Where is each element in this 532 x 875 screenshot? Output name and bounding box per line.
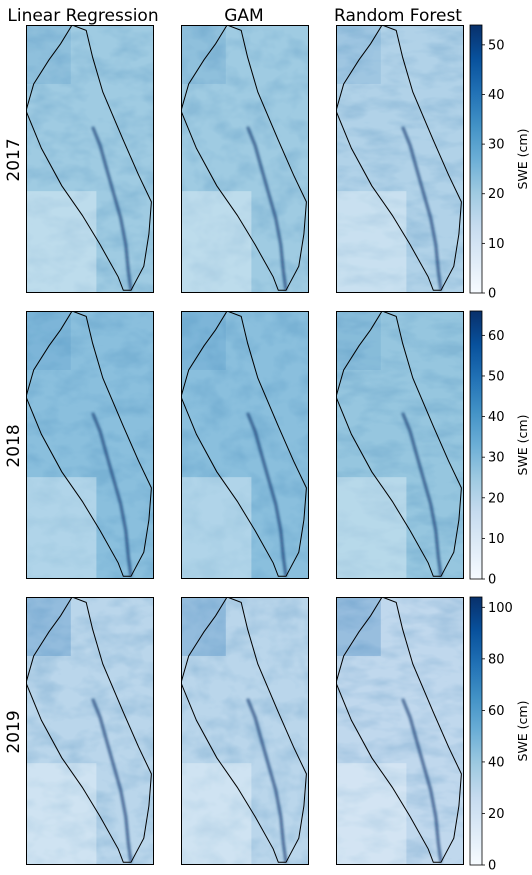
map-panel (336, 25, 464, 293)
colorbar-tick-label: 0 (488, 859, 496, 874)
high-swe-zone (26, 311, 71, 370)
watershed-outline (181, 597, 307, 863)
watershed-outline (26, 597, 152, 863)
panel-frame (181, 311, 309, 579)
watershed-outline (336, 25, 462, 291)
map-panel (181, 311, 309, 579)
low-swe-zone (181, 191, 252, 293)
colorbar-tick-label: 20 (488, 187, 505, 202)
high-swe-zone (181, 597, 226, 656)
map-panel (26, 25, 154, 293)
colorbar-tick-label: 50 (488, 38, 505, 53)
drainage-channel (246, 412, 288, 577)
colorbar-tick-label: 0 (488, 287, 496, 302)
colorbar-tick-label: 40 (488, 755, 505, 770)
colorbar-tick-label: 0 (488, 573, 496, 588)
panel-frame (181, 597, 309, 865)
colorbar-tick-label: 60 (488, 329, 505, 344)
colorbar-tick-label: 30 (488, 138, 505, 153)
watershed-outline (336, 311, 462, 577)
colorbar-tick-label: 10 (488, 532, 505, 547)
drainage-channel (401, 126, 443, 291)
low-swe-zone (336, 477, 407, 579)
low-swe-zone (336, 191, 407, 293)
panel-frame (26, 25, 154, 293)
drainage-channel (401, 412, 443, 577)
row-label-2018: 2018 (4, 424, 24, 467)
drainage-channel (246, 126, 288, 291)
colorbar-tick-label: 20 (488, 491, 505, 506)
colorbar-tick-label: 60 (488, 704, 505, 719)
column-title-linear-regression: Linear Regression (7, 6, 158, 26)
map-panel (336, 597, 464, 865)
colorbar-tick-label: 20 (488, 807, 505, 822)
column-title-gam: GAM (224, 6, 263, 26)
map-panel (181, 25, 309, 293)
high-swe-zone (26, 25, 71, 84)
panel-frame (336, 25, 464, 293)
high-swe-zone (181, 25, 226, 84)
watershed-outline (336, 597, 462, 863)
colorbar-tick-label: 30 (488, 451, 505, 466)
high-swe-zone (336, 597, 381, 656)
colorbar: 0 20 40 60 80 100 SWE (cm) (469, 596, 530, 874)
colorbar-label: SWE (cm) (515, 129, 530, 190)
panel-frame (26, 311, 154, 579)
panel-frame (181, 25, 309, 293)
map-panel (181, 597, 309, 865)
colorbar-tick-label: 100 (488, 601, 513, 616)
colorbar-gradient (469, 24, 483, 294)
drainage-channel (246, 698, 288, 863)
colorbar: 0 10 20 30 40 50 60 SWE (cm) (469, 310, 530, 588)
colorbar-tick-label: 50 (488, 369, 505, 384)
map-panel (336, 311, 464, 579)
map-panels (26, 25, 464, 865)
colorbar-label: SWE (cm) (515, 701, 530, 762)
panel-frame (336, 311, 464, 579)
watershed-outline (181, 25, 307, 291)
low-swe-zone (26, 191, 97, 293)
row-label-2017: 2017 (4, 138, 24, 181)
colorbar-tick-label: 80 (488, 652, 505, 667)
low-swe-zone (26, 477, 97, 579)
low-swe-zone (181, 477, 252, 579)
colorbar-label: SWE (cm) (515, 415, 530, 476)
drainage-channel (91, 698, 133, 863)
row-label-2019: 2019 (4, 710, 24, 753)
high-swe-zone (26, 597, 71, 656)
drainage-channel (401, 698, 443, 863)
panel-frame (26, 597, 154, 865)
high-swe-zone (336, 311, 381, 370)
high-swe-zone (181, 311, 226, 370)
drainage-channel (91, 126, 133, 291)
colorbars: 0 10 20 30 40 50 SWE (cm) 0 10 20 30 40 50 60 SWE (cm)… (469, 24, 530, 874)
watershed-outline (26, 25, 152, 291)
watershed-outline (181, 311, 307, 577)
colorbar-gradient (469, 310, 483, 580)
map-panel (26, 597, 154, 865)
panel-frame (336, 597, 464, 865)
colorbar-tick-label: 40 (488, 88, 505, 103)
map-panel (26, 311, 154, 579)
drainage-channel (91, 412, 133, 577)
colorbar: 0 10 20 30 40 50 SWE (cm) (469, 24, 530, 302)
low-swe-zone (336, 763, 407, 865)
colorbar-tick-label: 10 (488, 237, 505, 252)
high-swe-zone (336, 25, 381, 84)
column-title-random-forest: Random Forest (334, 6, 462, 26)
colorbar-gradient (469, 596, 483, 866)
low-swe-zone (26, 763, 97, 865)
colorbar-tick-label: 40 (488, 410, 505, 425)
low-swe-zone (181, 763, 252, 865)
watershed-outline (26, 311, 152, 577)
